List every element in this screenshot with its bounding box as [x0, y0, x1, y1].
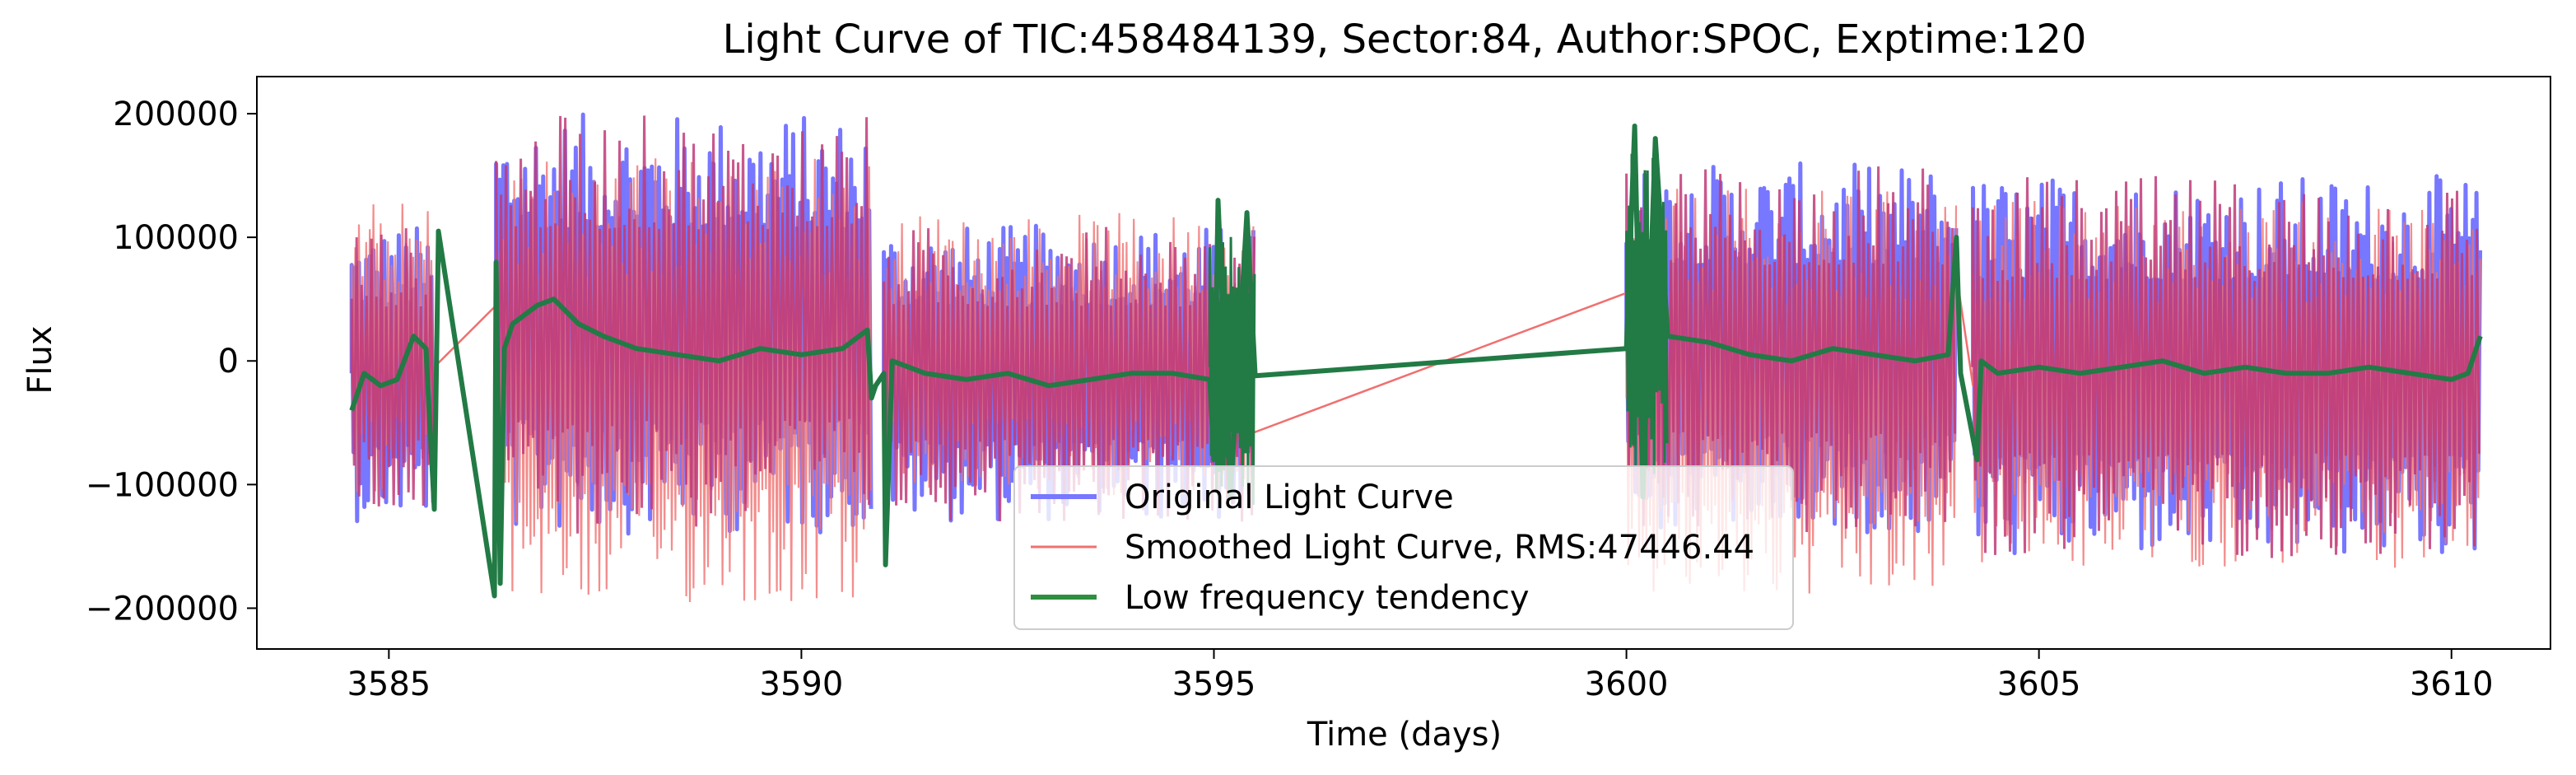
- low-frequency-tendency-line: [349, 124, 2483, 599]
- plot-area: [349, 112, 2483, 603]
- x-tick-label: 3610: [2410, 665, 2494, 703]
- x-tick-label: 3595: [1172, 665, 1256, 703]
- y-tick-label: 200000: [113, 96, 239, 133]
- legend-label-smoothed: Smoothed Light Curve, RMS:47446.44: [1125, 529, 1754, 567]
- x-tick-label: 3585: [347, 665, 431, 703]
- axes-frame: [256, 76, 2551, 650]
- x-axis-title: Time (days): [1307, 716, 1502, 754]
- overlap-blend-segment: [495, 115, 871, 534]
- x-tick-label: 3590: [760, 665, 844, 703]
- y-tick-label: 0: [218, 343, 239, 380]
- x-tick-label: 3605: [1997, 665, 2081, 703]
- smoothed-light-curve-gap-line: [1213, 292, 1628, 449]
- overlap-blend-segment: [1972, 175, 2481, 558]
- x-axis: 3585 3590 3595 3600 3605 3610: [347, 649, 2494, 703]
- legend-box: [1013, 465, 1794, 630]
- overlap-blend-segment: [1625, 166, 1957, 533]
- y-tick-label: −200000: [86, 590, 239, 628]
- y-tick-label: −100000: [86, 466, 239, 504]
- x-tick-label: 3600: [1585, 665, 1669, 703]
- y-axis-title: Flux: [21, 325, 59, 394]
- y-axis: 200000 100000 0 −100000 −200000: [86, 96, 257, 628]
- chart-title: Light Curve of TIC:458484139, Sector:84,…: [723, 16, 2087, 63]
- overlap-blend-segment: [350, 228, 435, 507]
- y-tick-label: 100000: [113, 219, 239, 257]
- overlap-blend-segment: [883, 226, 1256, 522]
- legend: Original Light Curve Smoothed Light Curv…: [1013, 465, 1794, 630]
- legend-label-original: Original Light Curve: [1125, 479, 1454, 516]
- smoothed-light-curve-gap-line: [433, 304, 497, 368]
- legend-label-low-frequency: Low frequency tendency: [1125, 579, 1529, 617]
